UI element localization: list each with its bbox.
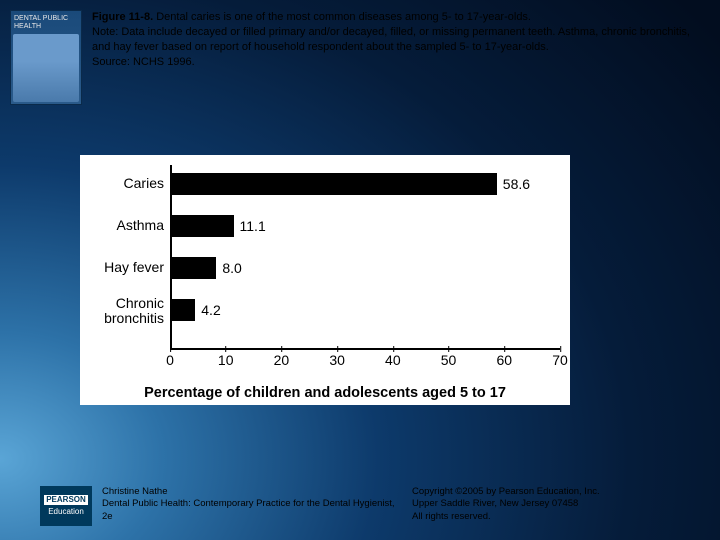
x-ticks: 010203040506070 [170,352,560,370]
plot-area: Caries58.6 Asthma11.1 Hay fever8.0 Chronicb… [170,165,560,350]
figure-title: Dental caries is one of the most common … [156,11,531,23]
x-tick-label: 20 [274,352,290,368]
y-category-label: Chronicbronchitis [82,296,164,325]
bar [172,299,195,321]
header-block: DENTAL PUBLIC HEALTH Figure 11-8. Dental… [10,10,710,105]
bars-container: Caries58.6 Asthma11.1 Hay fever8.0 Chronicb… [172,165,560,348]
x-tick-label: 30 [329,352,345,368]
figure-source: Source: NCHS 1996. [92,56,195,68]
bar [172,215,234,237]
figure-caption: Figure 11-8. Dental caries is one of the… [92,10,710,105]
footer-left: Christine Nathe Dental Public Health: Co… [102,486,402,523]
bar-value-label: 11.1 [240,218,266,234]
x-tick-label: 70 [552,352,568,368]
bar-chart: Caries58.6Asthma11.1Hay fever8.0Chronicb… [80,155,570,405]
y-category-label: Caries [82,176,164,191]
x-tick-label: 40 [385,352,401,368]
bar-value-label: 8.0 [222,260,241,276]
x-tick-label: 50 [441,352,457,368]
bar-row: Chronicbronchitis4.2 [172,299,560,321]
x-axis-label: Percentage of children and adolescents a… [80,385,570,401]
y-category-label: Hay fever [82,260,164,275]
book-cover-thumbnail: DENTAL PUBLIC HEALTH [10,10,82,105]
bar-row: Caries58.6 [172,173,560,195]
book-cover-title: DENTAL PUBLIC HEALTH [11,11,81,32]
y-category-label: Asthma [82,218,164,233]
x-tick-label: 60 [496,352,512,368]
footer: PEARSON Education Christine Nathe Dental… [40,486,700,526]
address-line: Upper Saddle River, New Jersey 07458 [412,498,622,510]
book-citation: Dental Public Health: Contemporary Pract… [102,498,402,523]
rights-line: All rights reserved. [412,511,622,523]
bar-row: Hay fever8.0 [172,257,560,279]
publisher-brand: PEARSON [44,495,88,505]
figure-label: Figure 11-8. [92,11,153,23]
x-tick-label: 0 [166,352,174,368]
publisher-logo: PEARSON Education [40,486,92,526]
copyright-line: Copyright ©2005 by Pearson Education, In… [412,486,622,498]
bar-value-label: 4.2 [201,302,220,318]
figure-note: Note: Data include decayed or filled pri… [92,26,690,53]
x-tick-label: 10 [218,352,234,368]
author-name: Christine Nathe [102,486,402,498]
footer-right: Copyright ©2005 by Pearson Education, In… [412,486,622,523]
bar-row: Asthma11.1 [172,215,560,237]
bar [172,173,497,195]
bar [172,257,216,279]
book-cover-image [13,34,79,102]
bar-value-label: 58.6 [503,176,530,192]
publisher-sub: Education [48,507,84,517]
